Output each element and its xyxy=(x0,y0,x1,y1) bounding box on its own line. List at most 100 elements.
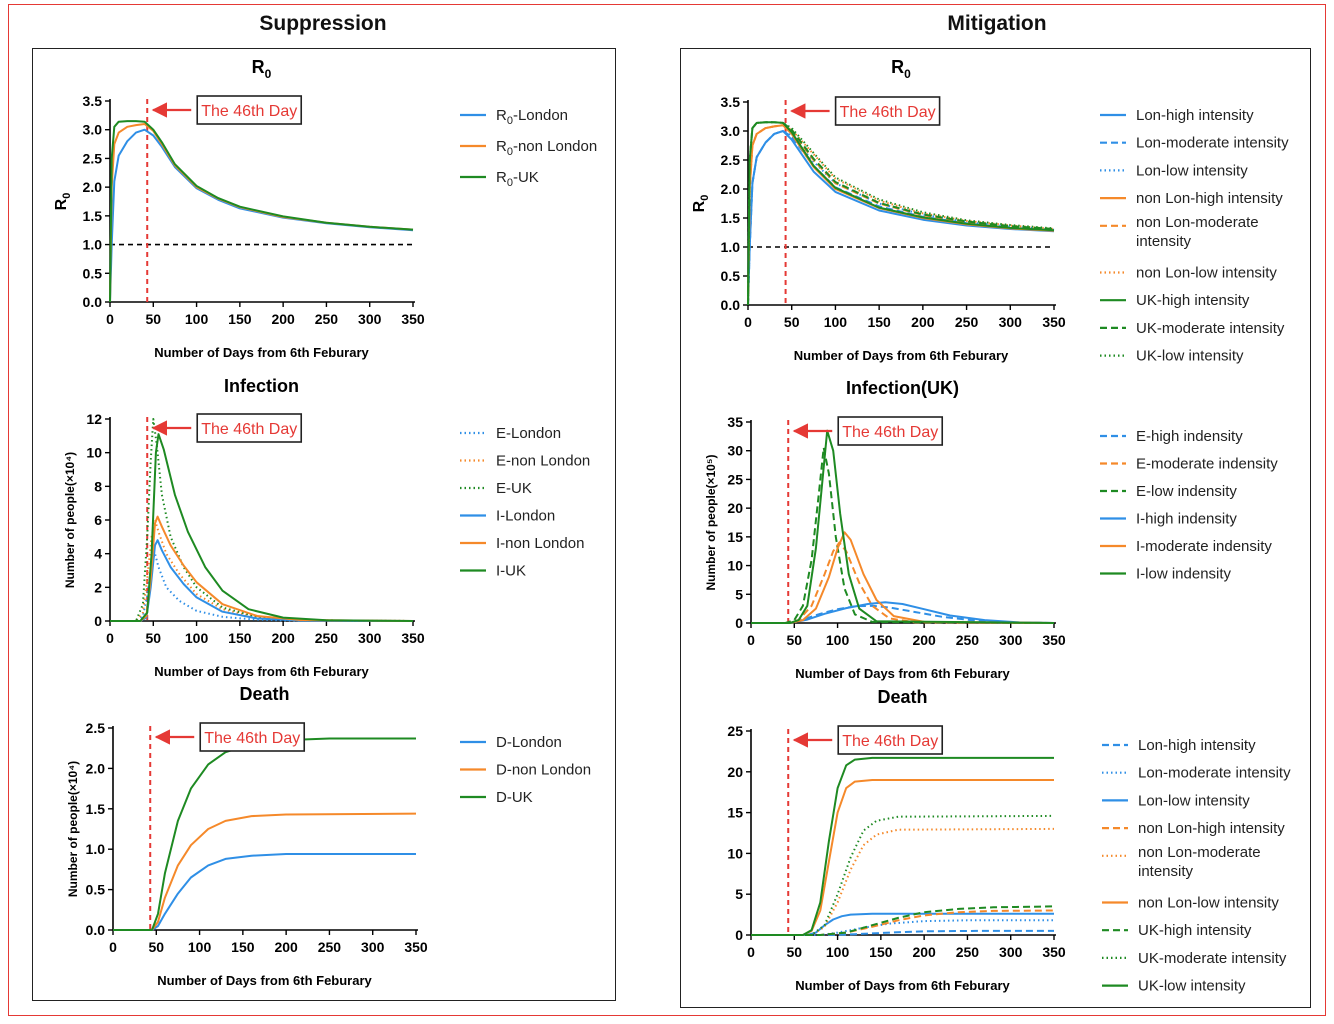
sup-inf-legend-item: E-UK xyxy=(460,480,532,497)
mit-death-legend-label: non Lon-moderate intensity xyxy=(1138,844,1261,880)
mit-death-x-tick-label: 250 xyxy=(956,944,980,960)
mit-inf-series-line xyxy=(751,531,1055,624)
mitigation-title: Mitigation xyxy=(947,12,1047,35)
mit-r0-legend-label: UK-high intensity xyxy=(1136,292,1250,309)
sup-death-legend-item: D-London xyxy=(460,734,562,751)
mit-inf-annotation-box xyxy=(837,416,944,446)
mit-r0-x-tick-label: 50 xyxy=(784,314,800,330)
mit-r0-series-line xyxy=(747,121,1055,306)
sup-inf-legend-item: E-London xyxy=(460,425,561,442)
sup-inf-y-tick-label: 4 xyxy=(94,546,102,562)
sup-death-series-line xyxy=(113,737,416,931)
mit-r0-legend-label: non Lon-high intensity xyxy=(1136,190,1283,207)
sup-inf-x-tick-label: 200 xyxy=(271,630,295,646)
mit-inf-x-label: Number of Days from 6th Feburary xyxy=(795,666,1010,681)
sup-inf-x-tick-label: 350 xyxy=(401,630,425,646)
sup-r0-x-tick-label: 250 xyxy=(315,311,339,327)
sup-death-x-tick-label: 150 xyxy=(231,939,255,955)
mit-r0-series-line xyxy=(747,121,1055,306)
sup-death-title: Death xyxy=(239,684,289,704)
mit-inf-y-tick-label: 25 xyxy=(727,471,743,487)
mit-death-annotation-label: The 46th Day xyxy=(842,733,938,750)
sup-r0-annotation-box xyxy=(196,95,303,125)
mit-inf-y-tick-label: 0 xyxy=(735,615,743,631)
suppression-title: Suppression xyxy=(259,12,387,35)
mit-inf-legend-item: I-low indensity xyxy=(1100,566,1232,583)
sup-inf-chart: Infection 0 2 4 6 8 10 12 0 50 100 150 200 250 300 350 N… xyxy=(63,376,590,679)
mit-death-y-tick-label: 20 xyxy=(727,764,743,780)
mit-r0-x-tick-label: 300 xyxy=(999,314,1023,330)
sup-inf-series-line xyxy=(110,515,414,622)
mit-r0-y-label: R0 xyxy=(691,195,711,213)
mit-death-x-tick-label: 300 xyxy=(999,944,1023,960)
sup-death-legend-item: D-UK xyxy=(460,789,533,806)
sup-r0-legend-label: R0-UK xyxy=(496,169,539,189)
sup-inf-annotation: The 46th Day xyxy=(151,413,303,443)
mit-inf-legend-label: E-low indensity xyxy=(1136,483,1237,500)
sup-death-y-tick-label: 0.0 xyxy=(86,922,106,938)
mit-death-y-tick-label: 10 xyxy=(727,845,743,861)
mit-death-legend-label: non Lon-low intensity xyxy=(1138,895,1279,912)
mit-death-legend-item: Lon-low intensity xyxy=(1102,792,1250,809)
mit-death-annotation: The 46th Day xyxy=(792,725,944,755)
sup-r0-y-tick-label: 0.0 xyxy=(83,294,103,310)
mit-inf-y-tick-label: 35 xyxy=(727,414,743,430)
mit-r0-y-tick-label: 2.0 xyxy=(721,181,741,197)
mit-death-legend-label: UK-low intensity xyxy=(1138,978,1246,995)
sup-death-x-tick-label: 350 xyxy=(404,939,428,955)
mit-death-legend-item: UK-moderate intensity xyxy=(1102,950,1287,967)
sup-inf-legend-item: I-non London xyxy=(460,535,584,552)
mit-r0-y-tick-label: 0.5 xyxy=(721,268,741,284)
mit-death-legend-label: Lon-high intensity xyxy=(1138,737,1256,754)
sup-r0-x-label: Number of Days from 6th Feburary xyxy=(154,345,369,360)
mit-r0-legend-label: non Lon-moderate intensity xyxy=(1136,214,1259,250)
mit-r0-legend-label: UK-moderate intensity xyxy=(1136,320,1285,337)
suppression-panel xyxy=(32,48,616,1001)
sup-inf-y-tick-label: 2 xyxy=(94,579,102,595)
mit-r0-x-tick-label: 200 xyxy=(911,314,935,330)
sup-death-annotation: The 46th Day xyxy=(154,722,306,752)
mit-death-y-tick-label: 0 xyxy=(735,927,743,943)
sup-r0-series-line xyxy=(109,128,414,303)
sup-r0-series-line xyxy=(109,120,414,303)
sup-death-series-line xyxy=(113,812,417,931)
mit-death-legend-label: UK-moderate intensity xyxy=(1138,950,1287,967)
sup-death-legend-label: D-UK xyxy=(496,789,533,806)
sup-inf-series-line xyxy=(110,539,414,622)
sup-death-annotation-box xyxy=(199,722,306,752)
mit-inf-series-line xyxy=(751,604,1055,624)
mit-inf-legend-item: E-high indensity xyxy=(1100,428,1243,445)
mit-death-x-label: Number of Days from 6th Feburary xyxy=(795,978,1010,993)
sup-death-x-label: Number of Days from 6th Feburary xyxy=(157,973,372,988)
mit-death-annotation-box xyxy=(837,725,944,755)
mit-r0-y-tick-label: 0.0 xyxy=(721,297,741,313)
mit-death-legend-item: UK-low intensity xyxy=(1102,978,1246,995)
sup-death-annotation-label: The 46th Day xyxy=(204,730,300,747)
sup-inf-legend-item: E-non London xyxy=(460,453,590,470)
sup-r0-annotation-label: The 46th Day xyxy=(201,103,297,120)
sup-r0-x-tick-label: 50 xyxy=(145,311,161,327)
mit-r0-annotation-box xyxy=(834,96,941,126)
mit-r0-y-tick-label: 2.5 xyxy=(721,152,741,168)
mit-inf-x-tick-label: 250 xyxy=(956,632,980,648)
mit-inf-series-line xyxy=(751,541,1055,624)
sup-death-y-tick-label: 1.5 xyxy=(86,801,106,817)
mit-r0-legend-label: Lon-moderate intensity xyxy=(1136,135,1289,152)
sup-r0-annotation: The 46th Day xyxy=(151,95,303,125)
sup-r0-y-tick-label: 1.5 xyxy=(83,208,103,224)
sup-inf-x-tick-label: 0 xyxy=(106,630,114,646)
mit-inf-x-tick-label: 350 xyxy=(1042,632,1066,648)
sup-death-x-tick-label: 50 xyxy=(148,939,164,955)
sup-death-legend-label: D-non London xyxy=(496,762,591,779)
mit-inf-legend-label: I-moderate indensity xyxy=(1136,538,1272,555)
sup-r0-chart: R0 0.0 0.5 1.0 1.5 2.0 2.5 3.0 3.5 0 50 100 150 200 25… xyxy=(53,57,597,360)
mit-death-title: Death xyxy=(877,687,927,707)
mit-death-series-line xyxy=(751,814,1055,936)
mit-inf-legend-label: I-high indensity xyxy=(1136,511,1237,528)
sup-r0-x-tick-label: 350 xyxy=(401,311,425,327)
sup-inf-legend-item: I-UK xyxy=(460,563,526,580)
mit-r0-annotation-label: The 46th Day xyxy=(840,104,936,121)
sup-r0-y-tick-label: 2.5 xyxy=(83,150,103,166)
mit-death-legend-item: non Lon-moderate intensity xyxy=(1102,844,1261,880)
